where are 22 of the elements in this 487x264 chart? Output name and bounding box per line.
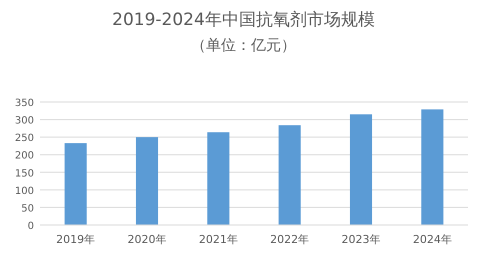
bar [207,132,230,225]
bar [136,137,158,225]
x-tick-label: 2023年 [342,233,380,246]
y-tick-label: 100 [14,186,34,197]
bar [64,143,87,225]
x-tick-label: 2024年 [412,233,452,246]
chart-title: 2019-2024年中国抗氧剂市场规模 [112,10,375,30]
y-tick-label: 200 [14,150,34,162]
bar [421,109,444,225]
x-tick-label: 2022年 [270,233,310,246]
bar [278,125,301,225]
y-tick-label: 350 [14,98,34,109]
x-tick-label: 2020年 [128,233,166,246]
y-tick-label: 50 [21,203,34,214]
x-tick-label: 2021年 [198,233,238,246]
bar [350,114,372,225]
y-tick-label: 250 [14,133,34,144]
y-tick-label: 300 [14,116,34,127]
y-tick-label: 150 [14,168,34,180]
chart-subtitle: （单位：亿元） [191,36,296,54]
x-tick-label: 2019年 [56,233,96,246]
y-tick-label: 0 [28,221,34,232]
